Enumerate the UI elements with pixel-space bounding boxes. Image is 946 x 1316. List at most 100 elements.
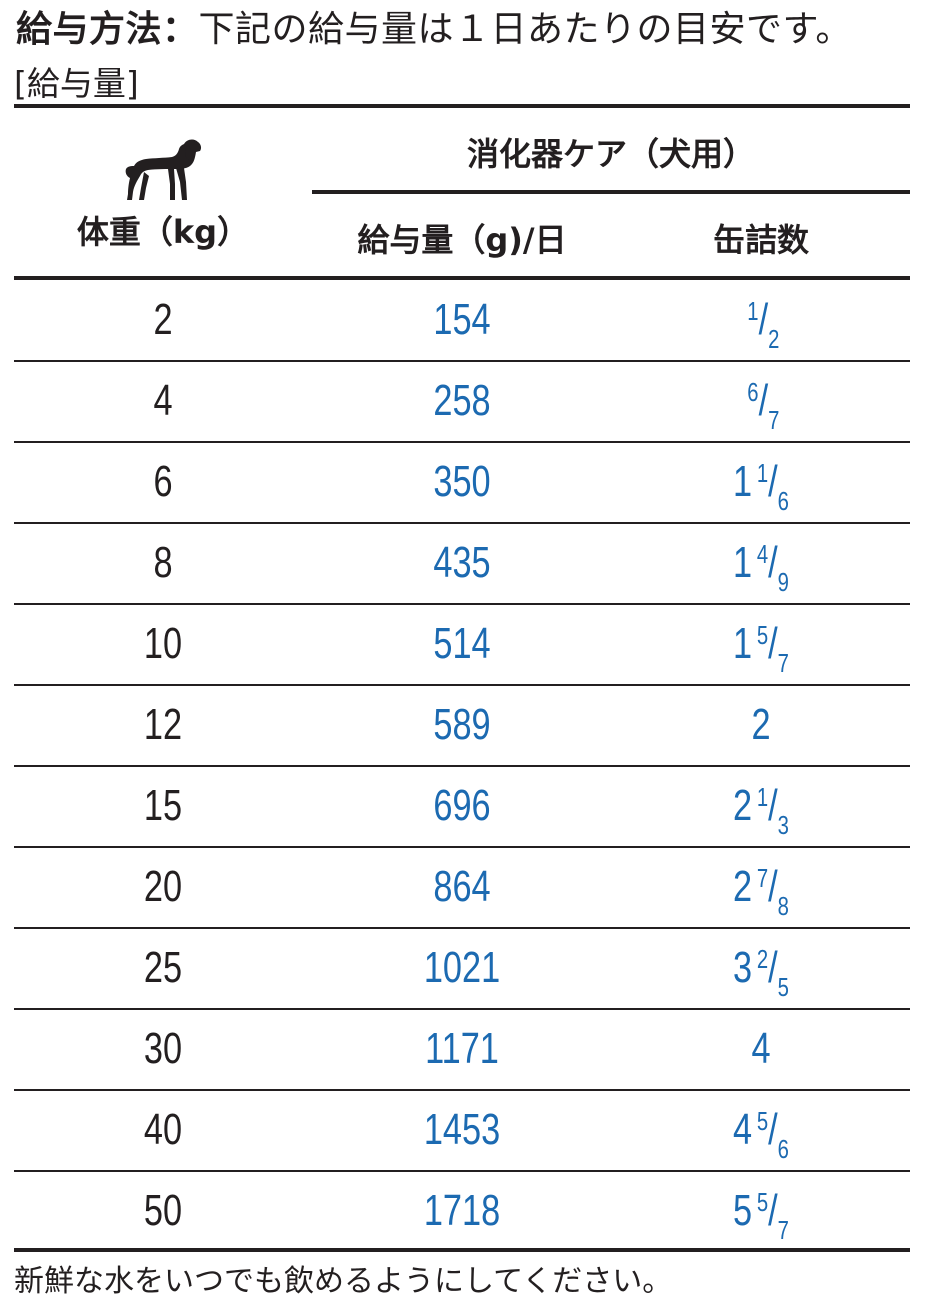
cans-numerator: 4 [756,539,769,569]
cans-cell: 6/7 [645,361,877,441]
weight-cell: 15 [143,781,183,830]
row-divider [14,1008,910,1010]
cans-cell: 2 1/3 [645,766,877,846]
weight-cell: 20 [143,862,183,911]
fraction-slash: / [768,943,778,992]
section-subtitle: [給与量] [14,64,139,103]
table-row: 40 1453 4 5/6 [14,1090,910,1170]
weight-cell: 8 [153,538,173,587]
weight-cell: 25 [143,943,183,992]
table-row: 4 258 6/7 [14,361,910,441]
water-note: 新鮮な水をいつでも飲めるようにしてください。 [14,1264,673,1299]
fraction-slash: / [768,1105,778,1154]
dog-silhouette-icon [125,139,202,200]
row-divider [14,927,910,929]
cans-denominator: 7 [768,405,780,435]
table-row: 30 1171 4 [14,1009,910,1089]
table-row: 10 514 1 5/7 [14,604,910,684]
weight-cell: 40 [143,1105,183,1154]
weight-cell: 30 [143,1024,183,1073]
cans-denominator: 6 [777,1134,789,1164]
cans-denominator: 7 [777,648,789,678]
table-row: 15 696 2 1/3 [14,766,910,846]
cans-cell: 4 [645,1009,877,1089]
cans-denominator: 7 [777,1215,789,1245]
grams-cell: 1453 [423,1105,501,1154]
cans-whole: 1 [733,619,753,668]
fraction-slash: / [768,781,778,830]
feeding-method-heading: 給与方法：下記の給与量は１日あたりの目安です。 [16,8,852,52]
cans-numerator: 2 [756,944,769,974]
weight-cell: 12 [143,700,183,749]
cans-cell: 1 1/6 [645,442,877,522]
row-divider [14,1089,910,1091]
weight-cell: 10 [143,619,183,668]
grams-cell: 696 [433,781,491,830]
cans-cell: 1 5/7 [645,604,877,684]
cans-numerator: 5 [756,620,769,650]
row-divider [14,603,910,605]
cans-whole: 3 [733,943,753,992]
cans-whole: 5 [733,1186,753,1235]
fraction-slash: / [768,862,778,911]
table-row: 12 589 2 [14,685,910,765]
cans-whole: 4 [751,1024,771,1073]
cans-cell: 2 7/8 [645,847,877,927]
grams-cell: 1718 [423,1186,501,1235]
weight-column-header: 体重（kg） [76,213,250,251]
fraction-slash: / [758,376,769,425]
cans-denominator: 3 [777,810,789,840]
header-sub-rule [312,190,910,194]
cans-numerator: 5 [756,1106,769,1136]
fraction-slash: / [768,1186,778,1235]
fraction-slash: / [768,538,778,587]
weight-cell: 50 [143,1186,183,1235]
cans-numerator: 7 [756,863,769,893]
grams-column-header: 給与量（g)/日 [357,221,567,259]
cans-numerator: 1 [756,782,769,812]
fraction-slash: / [768,457,778,506]
cans-whole: 2 [751,700,771,749]
weight-cell: 2 [153,295,173,344]
row-divider [14,1170,910,1172]
cans-numerator: 5 [756,1187,769,1217]
product-column-header: 消化器ケア（犬用） [466,135,755,173]
cans-numerator: 1 [756,458,769,488]
grams-cell: 589 [433,700,491,749]
cans-whole: 2 [733,781,753,830]
cans-denominator: 5 [777,972,789,1002]
table-row: 25 1021 3 2/5 [14,928,910,1008]
cans-whole: 2 [733,862,753,911]
table-row: 20 864 2 7/8 [14,847,910,927]
row-divider [14,846,910,848]
cans-numerator: 1 [747,296,759,326]
cans-cell: 1/2 [645,280,877,360]
cans-cell: 5 5/7 [645,1171,877,1251]
cans-column-header: 缶詰数 [712,221,809,259]
grams-cell: 1171 [425,1024,499,1073]
cans-denominator: 6 [777,486,789,516]
grams-cell: 350 [433,457,491,506]
table-row: 2 154 1/2 [14,280,910,360]
cans-cell: 3 2/5 [645,928,877,1008]
grams-cell: 1021 [423,943,501,992]
table-row: 6 350 1 1/6 [14,442,910,522]
grams-cell: 258 [433,376,491,425]
cans-cell: 1 4/9 [645,523,877,603]
grams-cell: 435 [433,538,491,587]
table-top-rule [14,104,910,108]
table-row: 8 435 1 4/9 [14,523,910,603]
row-divider [14,360,910,362]
cans-whole: 4 [733,1105,753,1154]
heading-label: 給与方法： [16,9,199,50]
heading-text: 下記の給与量は１日あたりの目安です。 [198,9,852,50]
cans-whole: 1 [733,457,753,506]
grams-cell: 864 [433,862,491,911]
weight-cell: 4 [153,376,173,425]
row-divider [14,765,910,767]
table-row: 50 1718 5 5/7 [14,1171,910,1251]
grams-cell: 154 [433,295,491,344]
row-divider [14,684,910,686]
cans-whole: 1 [733,538,753,587]
cans-denominator: 8 [777,891,789,921]
